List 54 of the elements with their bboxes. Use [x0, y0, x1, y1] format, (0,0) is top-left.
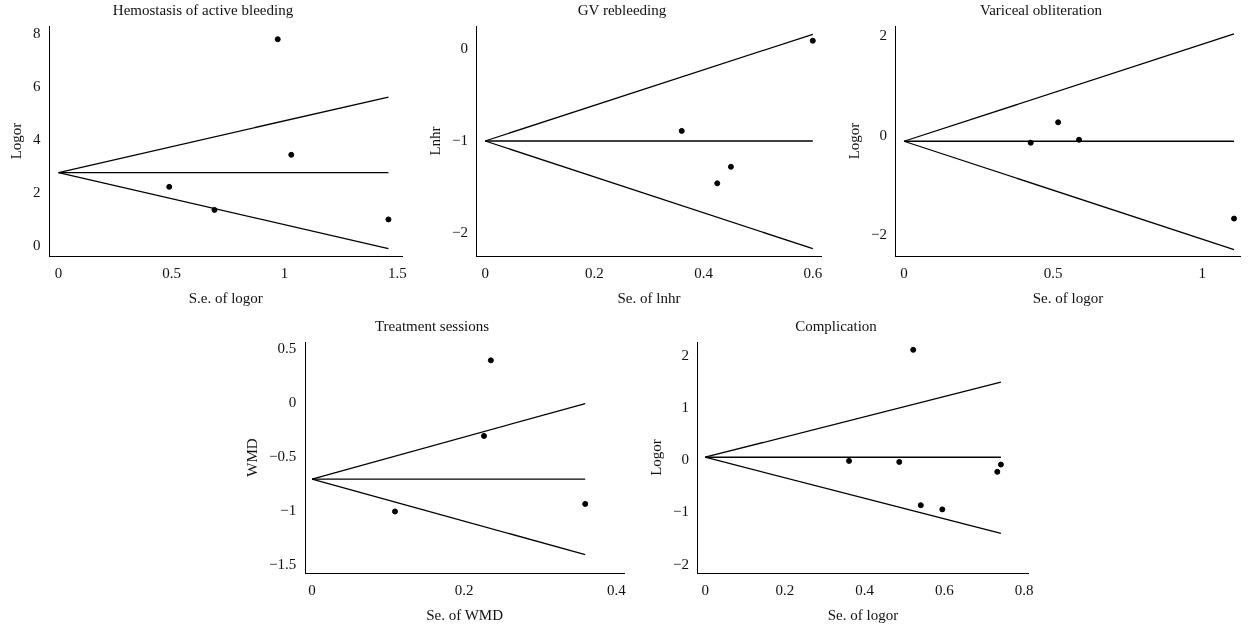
x-tick-label: 0 [308, 581, 316, 598]
y-tick-label: 2 [33, 183, 41, 200]
chart-title: Hemostasis of active bleeding [112, 1, 294, 18]
x-tick-label: 0.6 [803, 264, 823, 281]
x-tick-label: 1 [1198, 264, 1206, 281]
y-tick-label: 0.5 [277, 340, 297, 357]
x-axis-title: Se. of logor [827, 606, 899, 623]
y-tick-label: −1 [451, 131, 468, 148]
y-tick-label: −2 [870, 226, 887, 243]
x-tick-label: 0.6 [934, 581, 955, 598]
y-tick-label: −2 [451, 223, 468, 240]
y-tick-label: −1.5 [268, 556, 297, 573]
x-axis-title: Se. of WMD [426, 606, 504, 623]
y-axis-title: Logor [845, 122, 862, 160]
x-axis-title: S.e. of logor [188, 289, 263, 306]
y-tick-label: 0 [33, 236, 41, 253]
chart-title: Variceal obliteration [979, 1, 1103, 18]
y-tick-label: 4 [33, 130, 41, 147]
y-tick-label: 6 [33, 77, 41, 94]
x-tick-label: 0.5 [162, 264, 181, 281]
y-tick-label: −2 [672, 555, 689, 572]
x-axis-title: Se. of logor [1032, 289, 1104, 306]
y-tick-label: 0 [681, 451, 689, 468]
y-tick-label: 2 [879, 26, 887, 43]
y-tick-label: −0.5 [268, 448, 297, 465]
y-axis-title: Lnhr [426, 126, 443, 156]
x-axis-title: Se. of lnhr [617, 289, 681, 306]
chart-title: Complication [795, 317, 878, 334]
y-axis-title: Logor [7, 122, 24, 160]
x-tick-label: 0 [54, 264, 63, 281]
x-tick-label: 0.4 [855, 581, 875, 598]
x-tick-label: 0 [481, 264, 489, 281]
x-tick-label: 0 [701, 581, 709, 598]
x-tick-label: 0.4 [694, 264, 714, 281]
chart-title: GV rebleeding [577, 1, 667, 18]
y-tick-label: 0 [460, 39, 468, 56]
x-tick-label: 0.2 [775, 581, 795, 598]
y-tick-label: 0 [879, 126, 887, 143]
x-tick-label: 0 [900, 264, 908, 281]
x-tick-label: 0.8 [1014, 581, 1034, 598]
chart-title: Treatment sessions [374, 317, 490, 334]
x-tick-label: 0.2 [585, 264, 604, 281]
y-tick-label: 0 [288, 394, 297, 411]
y-tick-label: 2 [681, 347, 689, 364]
x-tick-label: 0.4 [607, 581, 627, 598]
y-tick-label: 1 [681, 399, 689, 416]
x-tick-label: 0.2 [454, 581, 474, 598]
x-tick-label: 0.5 [1043, 264, 1063, 281]
y-axis-title: WMD [243, 438, 260, 477]
y-tick-label: −1 [280, 502, 297, 519]
x-tick-label: 1.5 [388, 264, 407, 281]
y-tick-label: −1 [672, 503, 689, 520]
y-tick-label: 8 [33, 24, 41, 41]
y-axis-title: Logor [647, 439, 664, 476]
